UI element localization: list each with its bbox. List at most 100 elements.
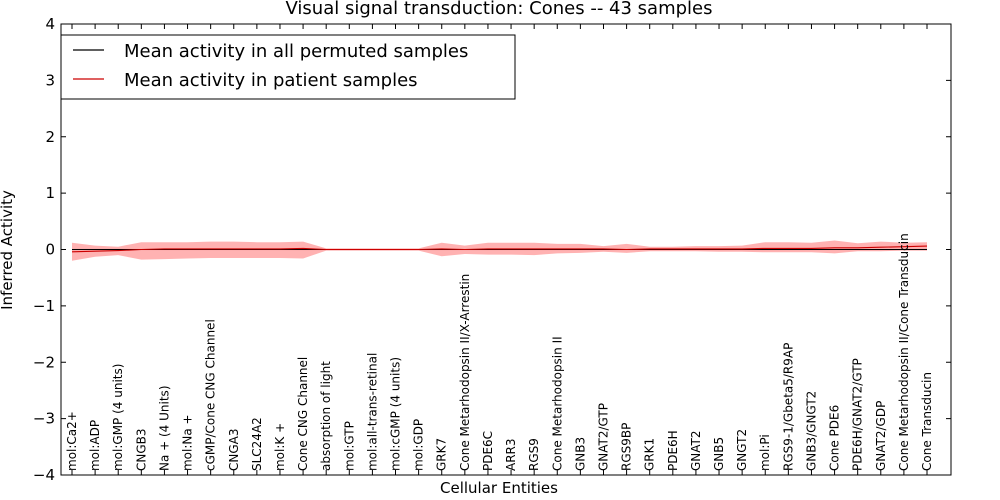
data-point-patient [210, 248, 211, 249]
x-category-label: Na + (4 Units) [157, 385, 171, 471]
x-category-label: GNAT2/GDP [874, 401, 888, 471]
x-category-label: GNAT2/GTP [596, 403, 610, 471]
data-point-patient [626, 249, 627, 250]
data-point-patient [71, 251, 72, 252]
legend: Mean activity in all permuted samples Me… [60, 34, 516, 100]
data-point-permuted [302, 249, 303, 250]
data-point-patient [903, 246, 904, 247]
data-point-patient [395, 249, 396, 250]
y-tick-label: −2 [33, 353, 55, 371]
y-axis-label: Inferred Activity [0, 190, 16, 310]
x-category-label: mol:Ca2+ [65, 411, 79, 471]
x-category-label: mol:ADP [88, 420, 102, 471]
plot-area: 4 3 2 1 0 −1 −2 −3 −4 mol:Ca2+ mol:ADP mol:GMP (4 u… [33, 15, 952, 484]
data-point-patient [765, 248, 766, 249]
y-tick-label: 4 [45, 15, 55, 33]
data-point-patient [164, 248, 165, 249]
data-point-patient [603, 248, 604, 249]
x-axis-label: Cellular Entities [440, 479, 558, 497]
data-point-patient [788, 248, 789, 249]
x-category-label: PDE6H/GNAT2/GTP [851, 358, 865, 471]
data-point-patient [187, 248, 188, 249]
data-point-patient [326, 249, 327, 250]
x-category-label: RGS9-1/Gbeta5/R9AP [781, 343, 795, 471]
x-category-label: mol:Na + [181, 414, 195, 471]
x-category-label: GRK7 [435, 438, 449, 471]
data-point-permuted [788, 249, 789, 250]
legend-label-patient: Mean activity in patient samples [124, 70, 418, 91]
y-tick-label: −3 [33, 410, 55, 428]
x-category-label: Cone PDE6 [828, 405, 842, 471]
x-category-label: mol:cGMP (4 units) [389, 357, 403, 471]
x-category-label: mol:all-trans-retinal [365, 353, 379, 471]
data-point-patient [811, 248, 812, 249]
x-category-label: Cone Transducin [920, 372, 934, 471]
x-category-label: GNB3 [573, 437, 587, 471]
data-point-permuted [857, 249, 858, 250]
x-category-label: Cone Metarhodopsin II/Cone Transducin [897, 233, 911, 471]
x-category-label: GNB3/GNGT2 [804, 391, 818, 471]
x-category-label: absorption of light [319, 361, 333, 471]
x-category-label: GNGT2 [735, 429, 749, 471]
x-category-label: GRK1 [643, 438, 657, 471]
x-category-label: PDE6C [481, 431, 495, 471]
data-point-permuted [903, 249, 904, 250]
data-point-patient [742, 248, 743, 249]
data-point-patient [926, 246, 927, 247]
x-category-label: mol:GTP [342, 421, 356, 471]
data-point-patient [233, 248, 234, 249]
data-point-permuted [765, 249, 766, 250]
data-point-patient [464, 249, 465, 250]
data-point-patient [141, 249, 142, 250]
data-point-patient [557, 248, 558, 249]
data-point-permuted [71, 249, 72, 250]
x-category-label: ARR3 [504, 438, 518, 471]
data-point-patient [857, 247, 858, 248]
x-category-label: Cone Metarhodopsin II [550, 336, 564, 471]
data-point-patient [510, 248, 511, 249]
y-tick-label: 2 [45, 128, 55, 146]
y-tick-label: 3 [45, 71, 55, 89]
legend-frame [60, 34, 516, 100]
data-point-patient [349, 249, 350, 250]
y-tick-label: 0 [45, 241, 55, 259]
data-point-permuted [95, 249, 96, 250]
data-point-patient [302, 248, 303, 249]
x-category-label: CNGA3 [227, 429, 241, 472]
data-point-patient [834, 247, 835, 248]
x-category-label: Cone CNG Channel [296, 357, 310, 471]
data-point-patient [672, 248, 673, 249]
data-point-patient [118, 250, 119, 251]
x-category-label: RGS9 [527, 438, 541, 471]
y-tick-label: 1 [45, 184, 55, 202]
x-category-label: mol:GDP [412, 419, 426, 471]
x-category-label: SLC24A2 [250, 417, 264, 471]
x-category-label: mol:GMP (4 units) [111, 364, 125, 471]
data-point-patient [418, 249, 419, 250]
legend-label-permuted: Mean activity in all permuted samples [124, 41, 468, 62]
x-category-label: RGS9BP [620, 423, 634, 471]
data-point-patient [279, 248, 280, 249]
data-point-patient [718, 248, 719, 249]
y-tick-label: −1 [33, 297, 55, 315]
x-category-label: Cone Metarhodopsin II/X-Arrestin [458, 274, 472, 471]
data-point-patient [880, 247, 881, 248]
x-category-label: mol:Pi [758, 434, 772, 471]
x-category-label: CNGB3 [134, 428, 148, 471]
data-point-patient [534, 248, 535, 249]
data-point-patient [580, 248, 581, 249]
x-category-label: mol:K + [273, 423, 287, 471]
chart-title: Visual signal transduction: Cones -- 43 … [285, 0, 712, 19]
data-point-patient [256, 248, 257, 249]
x-category-label: cGMP/Cone CNG Channel [204, 319, 218, 471]
data-point-permuted [811, 249, 812, 250]
data-point-permuted [834, 249, 835, 250]
y-tick-label: −4 [33, 466, 55, 484]
x-category-label: GNAT2 [689, 430, 703, 471]
data-point-patient [372, 249, 373, 250]
data-point-patient [695, 248, 696, 249]
x-category-label: PDE6H [666, 430, 680, 471]
data-point-patient [95, 251, 96, 252]
series-line-patient [71, 245, 928, 253]
